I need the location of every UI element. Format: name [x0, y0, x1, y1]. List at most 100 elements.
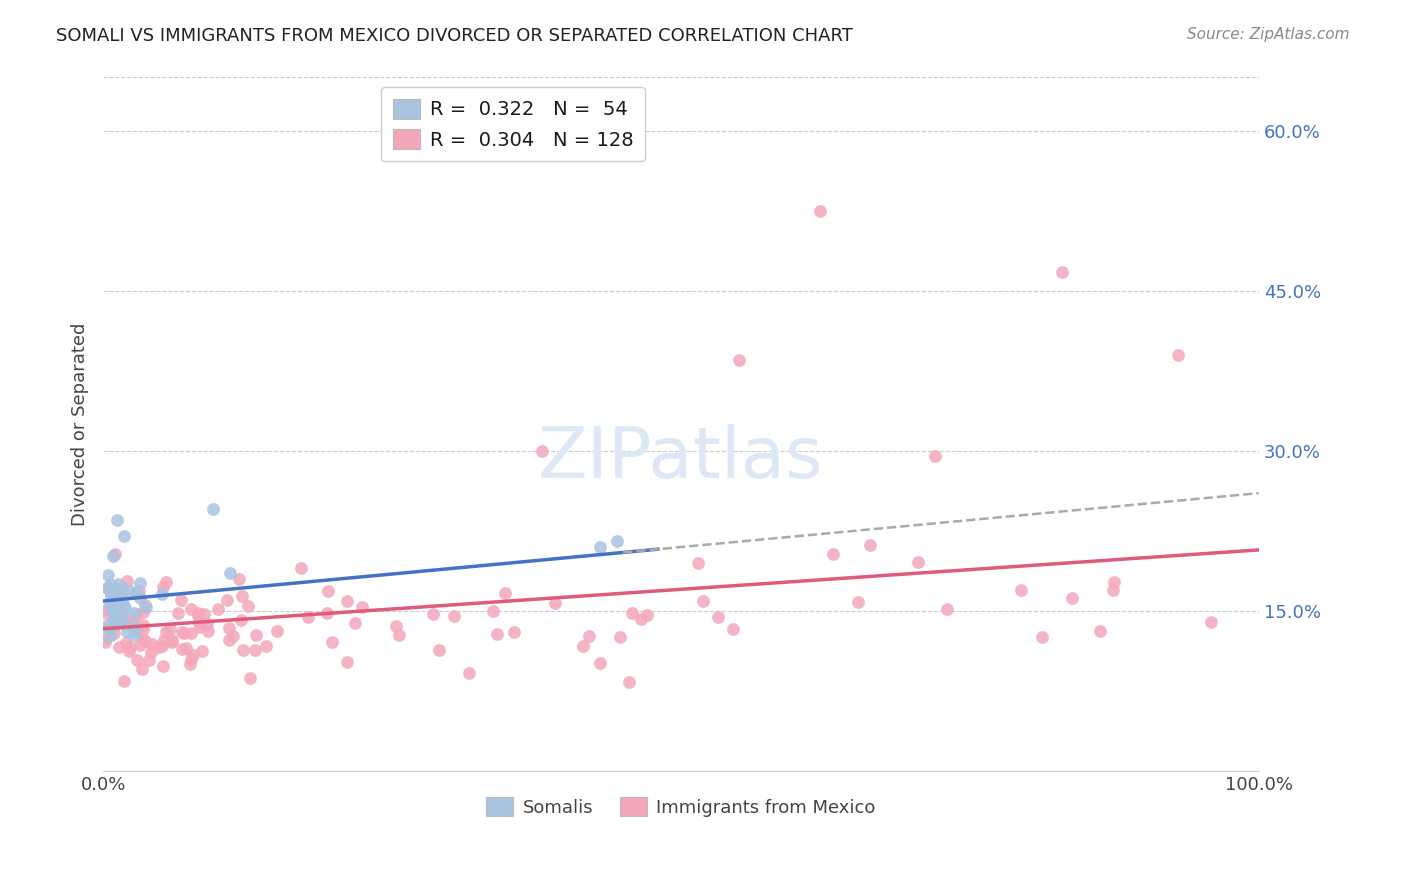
Point	[188, 620, 211, 634]
Text: ZIPatlas: ZIPatlas	[538, 425, 824, 493]
Point	[316, 607, 339, 621]
Point	[385, 619, 408, 633]
Point	[170, 624, 193, 639]
Point	[179, 657, 201, 672]
Point	[1062, 591, 1084, 606]
Point	[692, 594, 714, 608]
Point	[201, 502, 224, 516]
Point	[686, 556, 709, 570]
Point	[352, 599, 374, 614]
Point	[229, 613, 252, 627]
Point	[101, 582, 124, 597]
Point	[859, 538, 882, 552]
Point	[457, 666, 479, 681]
Point	[388, 627, 411, 641]
Point	[232, 642, 254, 657]
Point	[150, 639, 173, 653]
Point	[1102, 582, 1125, 597]
Point	[186, 607, 208, 622]
Point	[93, 635, 115, 649]
Point	[572, 639, 595, 653]
Point	[617, 675, 640, 690]
Point	[236, 599, 259, 613]
Point	[103, 549, 125, 563]
Point	[1052, 264, 1074, 278]
Point	[121, 615, 143, 629]
Point	[97, 567, 120, 582]
Point	[344, 615, 367, 630]
Point	[96, 619, 118, 633]
Legend: Somalis, Immigrants from Mexico: Somalis, Immigrants from Mexico	[479, 790, 883, 824]
Point	[239, 671, 262, 685]
Point	[131, 662, 153, 676]
Text: SOMALI VS IMMIGRANTS FROM MEXICO DIVORCED OR SEPARATED CORRELATION CHART: SOMALI VS IMMIGRANTS FROM MEXICO DIVORCE…	[56, 27, 853, 45]
Point	[108, 604, 131, 618]
Point	[97, 581, 120, 595]
Point	[502, 625, 524, 640]
Point	[112, 599, 135, 614]
Point	[152, 633, 174, 648]
Point	[103, 611, 125, 625]
Point	[290, 561, 312, 575]
Point	[160, 635, 183, 649]
Point	[96, 602, 118, 616]
Point	[217, 593, 239, 607]
Point	[727, 353, 749, 368]
Point	[108, 602, 131, 616]
Point	[114, 612, 136, 626]
Point	[422, 607, 444, 622]
Point	[108, 615, 131, 630]
Point	[150, 587, 173, 601]
Point	[141, 637, 163, 651]
Point	[100, 620, 122, 634]
Point	[103, 597, 125, 611]
Point	[135, 599, 157, 614]
Point	[108, 599, 131, 613]
Point	[118, 640, 141, 654]
Point	[104, 610, 127, 624]
Point	[152, 659, 174, 673]
Point	[321, 635, 343, 649]
Point	[924, 449, 946, 463]
Point	[907, 555, 929, 569]
Point	[103, 618, 125, 632]
Point	[187, 607, 209, 621]
Point	[589, 656, 612, 670]
Point	[107, 597, 129, 611]
Point	[114, 600, 136, 615]
Point	[485, 627, 508, 641]
Point	[167, 606, 190, 620]
Point	[108, 588, 131, 602]
Point	[297, 610, 319, 624]
Point	[125, 585, 148, 599]
Point	[197, 624, 219, 639]
Point	[152, 580, 174, 594]
Point	[170, 642, 193, 657]
Point	[721, 623, 744, 637]
Point	[96, 582, 118, 596]
Point	[118, 644, 141, 658]
Point	[606, 534, 628, 549]
Point	[620, 607, 643, 621]
Point	[98, 578, 121, 592]
Point	[125, 623, 148, 637]
Point	[132, 605, 155, 619]
Point	[103, 593, 125, 607]
Point	[336, 655, 359, 669]
Point	[207, 602, 229, 616]
Point	[111, 597, 134, 611]
Point	[245, 628, 267, 642]
Point	[636, 607, 658, 622]
Point	[101, 584, 124, 599]
Point	[155, 574, 177, 589]
Point	[191, 644, 214, 658]
Point	[132, 618, 155, 632]
Point	[100, 587, 122, 601]
Point	[174, 640, 197, 655]
Point	[1199, 615, 1222, 629]
Point	[228, 572, 250, 586]
Point	[108, 640, 131, 654]
Point	[193, 607, 215, 621]
Point	[245, 642, 267, 657]
Point	[494, 586, 516, 600]
